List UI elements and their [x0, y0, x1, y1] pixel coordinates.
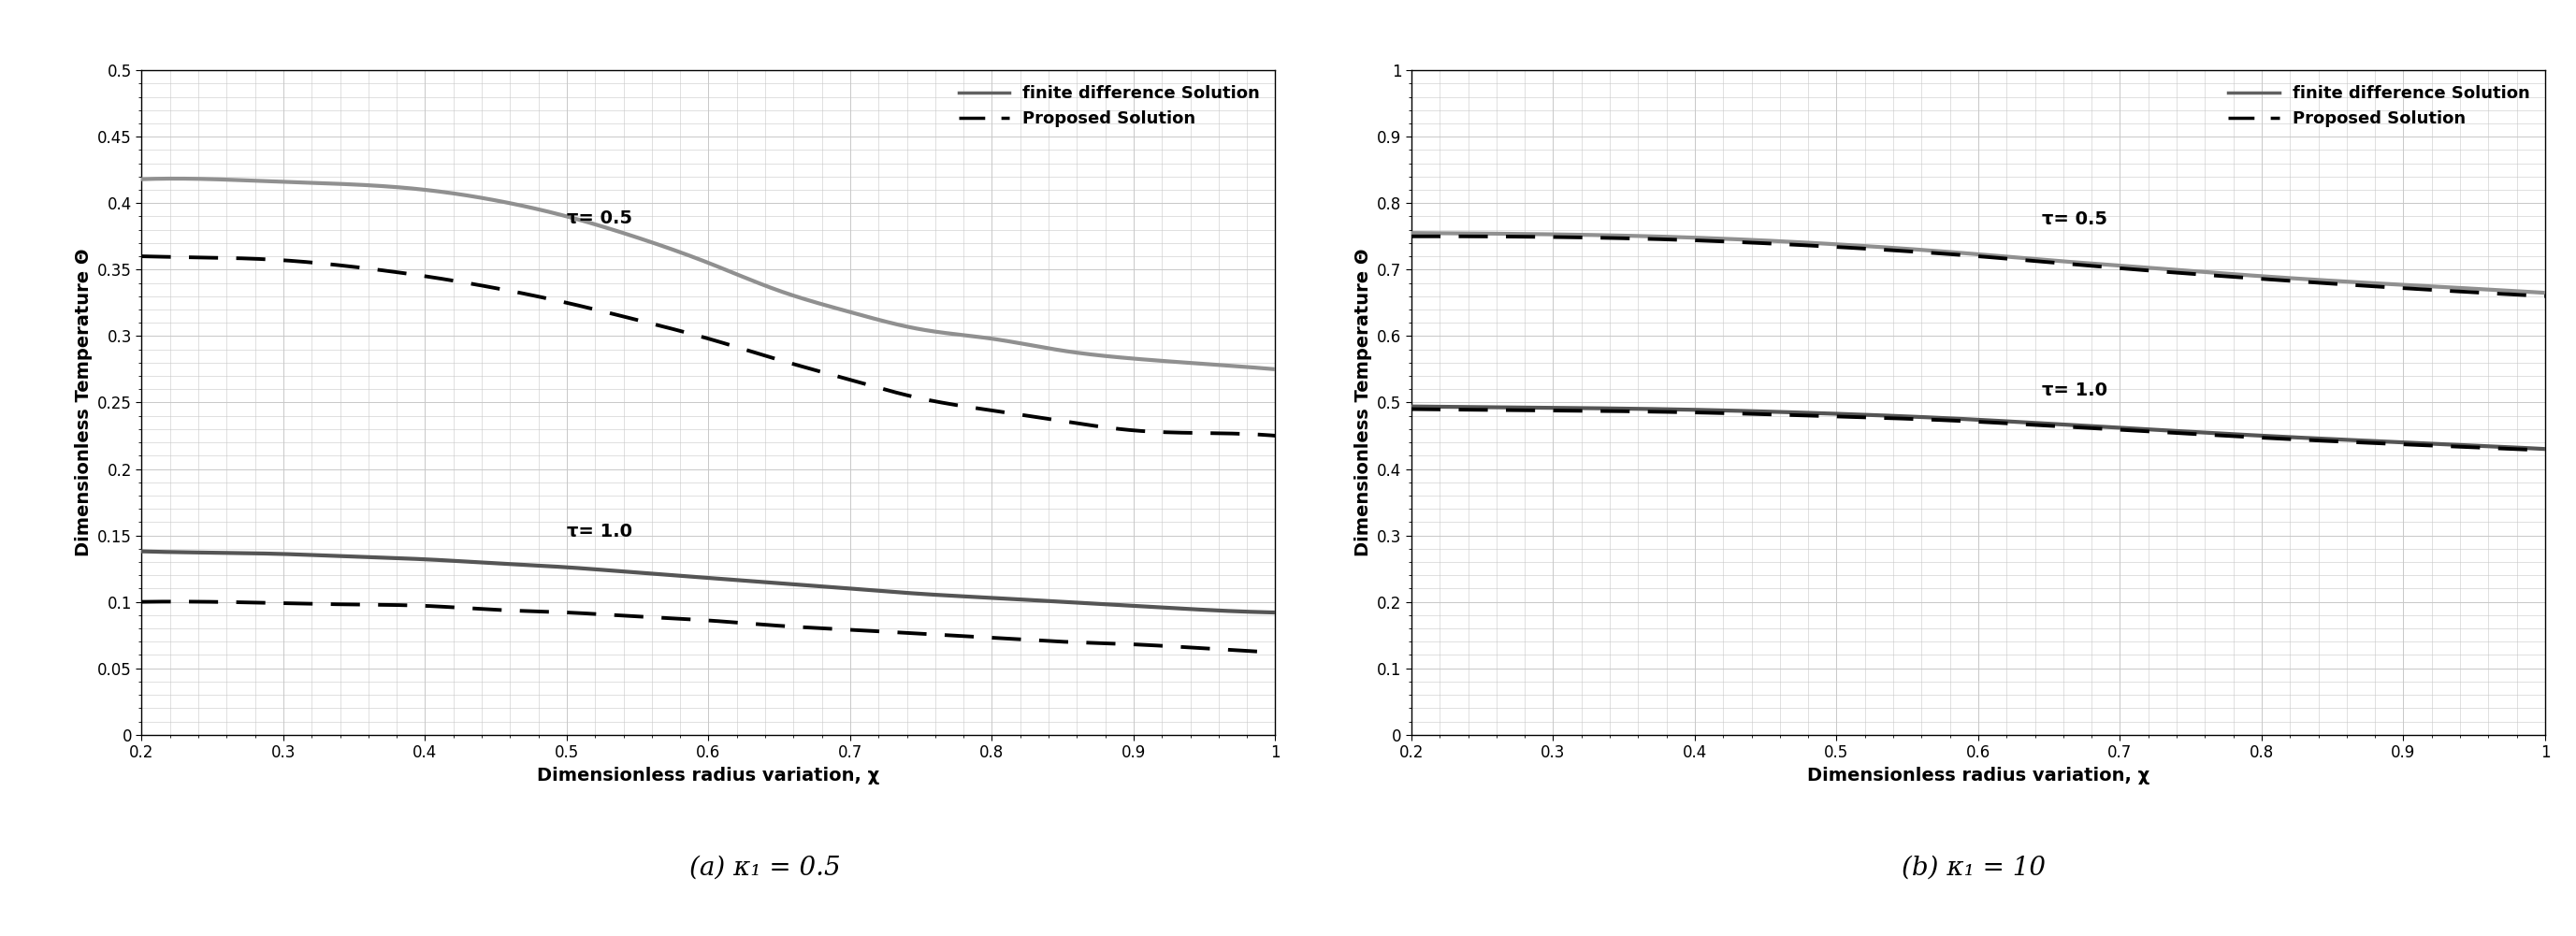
- Text: τ= 0.5: τ= 0.5: [567, 209, 631, 227]
- Legend: finite difference Solution, Proposed Solution: finite difference Solution, Proposed Sol…: [2221, 79, 2537, 134]
- Y-axis label: Dimensionless Temperature Θ: Dimensionless Temperature Θ: [1355, 248, 1373, 557]
- Text: (a) κ₁ = 0.5: (a) κ₁ = 0.5: [690, 856, 840, 881]
- X-axis label: Dimensionless radius variation, χ: Dimensionless radius variation, χ: [538, 767, 881, 784]
- Text: τ= 1.0: τ= 1.0: [2043, 382, 2107, 400]
- Text: τ= 1.0: τ= 1.0: [567, 522, 631, 540]
- Y-axis label: Dimensionless Temperature Θ: Dimensionless Temperature Θ: [75, 248, 93, 557]
- Text: (b) κ₁ = 10: (b) κ₁ = 10: [1901, 856, 2045, 881]
- Legend: finite difference Solution, Proposed Solution: finite difference Solution, Proposed Sol…: [953, 79, 1267, 134]
- Text: τ= 0.5: τ= 0.5: [2043, 211, 2107, 228]
- X-axis label: Dimensionless radius variation, χ: Dimensionless radius variation, χ: [1806, 767, 2148, 784]
